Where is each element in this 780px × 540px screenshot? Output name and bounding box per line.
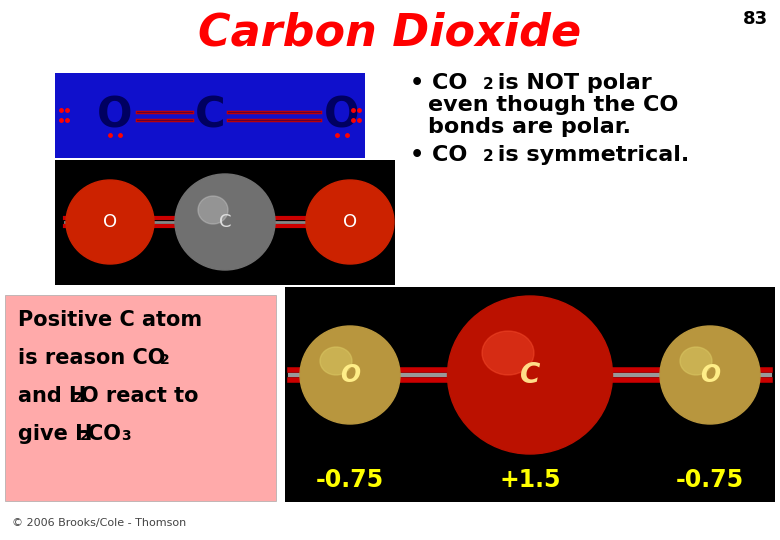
Text: +1.5: +1.5	[499, 468, 561, 492]
Text: O react to: O react to	[81, 386, 198, 406]
Text: O: O	[700, 363, 720, 387]
Text: is NOT polar: is NOT polar	[490, 73, 652, 93]
Text: and H: and H	[18, 386, 87, 406]
FancyBboxPatch shape	[55, 73, 365, 158]
Text: O: O	[103, 213, 117, 231]
Text: C: C	[195, 94, 225, 136]
Text: 2: 2	[483, 77, 494, 92]
Text: is reason CO: is reason CO	[18, 348, 165, 368]
Text: 2: 2	[483, 149, 494, 164]
Text: give H: give H	[18, 424, 93, 444]
Text: 83: 83	[743, 10, 768, 28]
Text: Carbon Dioxide: Carbon Dioxide	[198, 12, 582, 55]
Text: O: O	[343, 213, 357, 231]
Text: C: C	[519, 361, 541, 389]
FancyBboxPatch shape	[5, 295, 276, 501]
Text: O: O	[324, 94, 360, 136]
FancyBboxPatch shape	[285, 287, 775, 502]
Text: © 2006 Brooks/Cole - Thomson: © 2006 Brooks/Cole - Thomson	[12, 518, 186, 528]
Text: CO: CO	[88, 424, 121, 444]
Text: 3: 3	[121, 429, 130, 443]
Text: -0.75: -0.75	[676, 468, 744, 492]
Text: 2: 2	[160, 353, 170, 367]
Ellipse shape	[175, 174, 275, 270]
Text: Positive C atom: Positive C atom	[18, 310, 202, 330]
Ellipse shape	[448, 296, 612, 454]
Text: • CO: • CO	[410, 145, 467, 165]
Ellipse shape	[198, 196, 228, 224]
Ellipse shape	[320, 347, 352, 375]
Text: O: O	[98, 94, 133, 136]
Text: • CO: • CO	[410, 73, 467, 93]
Text: C: C	[218, 213, 231, 231]
Text: even though the CO: even though the CO	[428, 95, 679, 115]
Ellipse shape	[306, 180, 394, 264]
Ellipse shape	[482, 331, 534, 375]
Text: O: O	[340, 363, 360, 387]
Text: -0.75: -0.75	[316, 468, 384, 492]
Text: 2: 2	[73, 391, 83, 405]
Ellipse shape	[300, 326, 400, 424]
FancyBboxPatch shape	[55, 160, 395, 285]
Text: 2: 2	[80, 429, 90, 443]
Text: is symmetrical.: is symmetrical.	[490, 145, 690, 165]
Ellipse shape	[680, 347, 712, 375]
Text: bonds are polar.: bonds are polar.	[428, 117, 631, 137]
Ellipse shape	[66, 180, 154, 264]
Ellipse shape	[660, 326, 760, 424]
